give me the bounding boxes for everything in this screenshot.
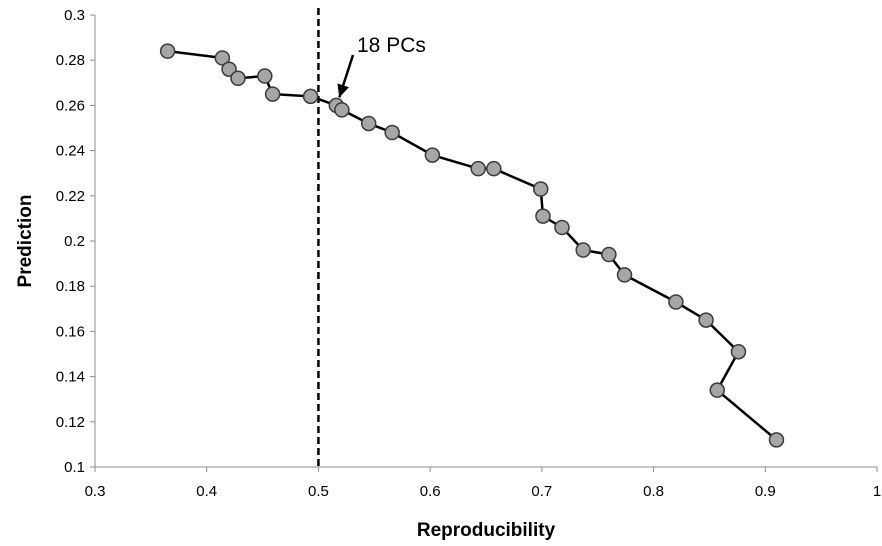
data-point (575, 242, 591, 258)
y-tick-label: 0.28 (56, 52, 85, 69)
data-point (486, 160, 502, 177)
y-tick-label: 0.16 (56, 323, 85, 340)
y-tick-label: 0.2 (64, 233, 85, 250)
data-point (709, 382, 725, 398)
data-point (601, 246, 617, 263)
data-point (424, 147, 441, 163)
annotation-text: 18 PCs (357, 34, 426, 57)
data-point (470, 160, 486, 177)
data-point (221, 61, 237, 77)
data-point (616, 267, 633, 283)
series-group (159, 43, 785, 448)
data-point (302, 88, 319, 105)
data-point (214, 50, 231, 66)
data-point (384, 124, 400, 141)
data-point (698, 312, 714, 328)
y-axis-label: Prediction (15, 195, 36, 288)
data-point (334, 102, 350, 118)
y-tick-label: 0.26 (56, 97, 85, 114)
data-point (360, 115, 377, 132)
x-tick-label: 0.7 (531, 483, 552, 500)
x-tick-label: 0.9 (755, 483, 776, 500)
x-tick-label: 0.6 (420, 483, 441, 500)
y-tick-label: 0.12 (56, 414, 85, 431)
y-tick-label: 0.14 (56, 369, 85, 386)
y-tick-label: 0.24 (56, 143, 85, 160)
data-point (257, 68, 273, 84)
data-point (668, 294, 684, 310)
x-tick-label: 0.5 (308, 483, 329, 500)
data-point (768, 432, 785, 448)
data-point (730, 343, 747, 360)
data-point (264, 86, 281, 102)
y-tick-label: 0.3 (64, 7, 85, 24)
x-tick-label: 1 (873, 483, 881, 500)
data-point (159, 43, 176, 59)
x-axis-label: Reproducibility (417, 520, 556, 541)
data-point (230, 70, 246, 87)
y-tick-labels: 0.1 0.12 0.14 0.16 0.18 0.2 0.22 0.24 0.26 0.28 0.… (56, 7, 85, 476)
axes (90, 14, 878, 472)
data-point (532, 181, 549, 197)
x-tick-labels: 0.3 0.4 0.5 0.6 0.7 0.8 0.9 1 (85, 483, 882, 500)
annotation-arrowhead (337, 83, 349, 98)
data-point (554, 219, 570, 236)
x-tick-label: 0.8 (643, 483, 664, 500)
y-tick-label: 0.18 (56, 278, 85, 295)
series-line (167, 49, 778, 441)
x-tick-label: 0.4 (196, 483, 217, 500)
y-tick-label: 0.1 (64, 459, 85, 476)
y-tick-label: 0.22 (56, 188, 85, 205)
annotation-group: 18 PCs (337, 34, 426, 98)
x-tick-label: 0.3 (85, 483, 106, 500)
data-point (535, 208, 551, 224)
